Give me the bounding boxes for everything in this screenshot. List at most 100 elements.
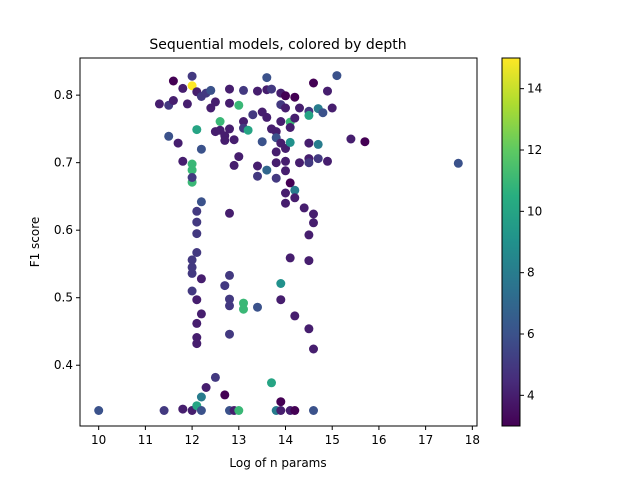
data-point — [187, 81, 197, 91]
data-point — [206, 103, 216, 113]
data-point — [243, 125, 253, 135]
colorbar-tick-label: 12 — [527, 143, 542, 157]
data-point — [187, 268, 197, 278]
x-axis-ticks: 10 11 12 13 14 15 16 17 18 — [91, 426, 480, 447]
data-point — [210, 97, 220, 107]
data-point — [327, 103, 337, 113]
data-point — [309, 78, 318, 88]
data-point — [360, 137, 370, 147]
y-tick-label: 0.7 — [54, 156, 73, 170]
x-axis-label: Log of n params — [229, 456, 326, 470]
data-point — [290, 185, 300, 195]
axes-frame — [79, 57, 478, 427]
colorbar-gradient — [502, 58, 520, 426]
data-point — [187, 255, 197, 265]
data-point — [164, 131, 174, 141]
data-point — [225, 84, 234, 94]
data-point — [192, 248, 202, 257]
data-point — [253, 161, 262, 171]
data-point — [304, 230, 314, 240]
data-point — [271, 158, 281, 168]
data-point — [187, 173, 197, 182]
data-point — [234, 406, 244, 415]
data-point — [229, 135, 239, 145]
data-point — [453, 158, 463, 168]
data-point — [178, 404, 188, 414]
data-point — [281, 188, 290, 198]
data-point — [192, 217, 202, 227]
colorbar-tick-label: 6 — [527, 327, 535, 341]
colorbar-frame — [501, 57, 521, 427]
data-point — [196, 197, 206, 207]
data-point — [285, 253, 295, 263]
data-point — [239, 85, 248, 95]
data-point — [225, 98, 234, 108]
data-point — [225, 329, 234, 339]
data-point — [271, 147, 281, 157]
colorbar-tick-label: 4 — [527, 388, 535, 402]
data-point — [262, 112, 272, 122]
data-point — [196, 406, 206, 415]
data-point — [304, 138, 314, 148]
data-point — [285, 123, 295, 132]
data-point — [262, 165, 272, 175]
x-tick-label: 17 — [418, 433, 433, 447]
data-point — [323, 156, 332, 166]
data-point — [276, 279, 286, 288]
data-point — [309, 209, 318, 219]
chart-title: Sequential models, colored by depth — [149, 37, 406, 53]
data-point — [281, 91, 290, 101]
data-point — [304, 324, 314, 334]
data-point — [304, 158, 314, 168]
data-point — [262, 73, 272, 83]
data-point — [182, 99, 192, 109]
data-point — [281, 156, 290, 166]
data-point — [229, 160, 239, 170]
colorbar-tick-label: 14 — [527, 82, 542, 96]
data-point — [187, 165, 197, 175]
y-axis-ticks: 0.4 0.5 0.6 0.7 0.8 — [54, 88, 80, 372]
data-point — [178, 156, 188, 166]
x-tick-label: 14 — [278, 433, 293, 447]
data-point — [276, 295, 286, 305]
data-point — [290, 406, 300, 415]
data-point — [309, 406, 318, 415]
data-point — [313, 154, 323, 164]
data-point — [318, 108, 328, 118]
data-point — [192, 318, 202, 328]
data-point — [201, 383, 211, 392]
data-point — [192, 229, 202, 239]
x-tick-label: 15 — [325, 433, 340, 447]
data-point — [267, 378, 276, 388]
data-point — [285, 137, 295, 147]
y-tick-label: 0.6 — [54, 223, 73, 237]
y-tick-label: 0.4 — [54, 358, 73, 372]
data-point — [346, 134, 356, 144]
data-point — [290, 92, 300, 102]
x-tick-label: 10 — [91, 433, 106, 447]
y-tick-label: 0.5 — [54, 291, 73, 305]
data-point — [295, 103, 304, 113]
colorbar-tick-label: 10 — [527, 204, 542, 218]
colorbar-tick-label: 8 — [527, 266, 535, 280]
data-point — [192, 339, 202, 349]
data-point — [187, 71, 197, 81]
data-point — [267, 84, 276, 94]
data-point — [276, 397, 286, 407]
scatter-points — [94, 71, 463, 415]
data-point — [225, 294, 234, 304]
data-point — [290, 113, 300, 123]
data-point — [295, 158, 304, 168]
data-point — [313, 139, 323, 149]
y-tick-label: 0.8 — [54, 88, 73, 102]
data-point — [276, 117, 286, 126]
x-tick-label: 18 — [465, 433, 480, 447]
data-point — [281, 198, 290, 208]
data-point — [285, 178, 295, 188]
data-point — [225, 301, 234, 311]
data-point — [196, 392, 206, 402]
data-point — [253, 86, 262, 96]
data-point — [309, 218, 318, 228]
plot-area — [79, 57, 478, 427]
